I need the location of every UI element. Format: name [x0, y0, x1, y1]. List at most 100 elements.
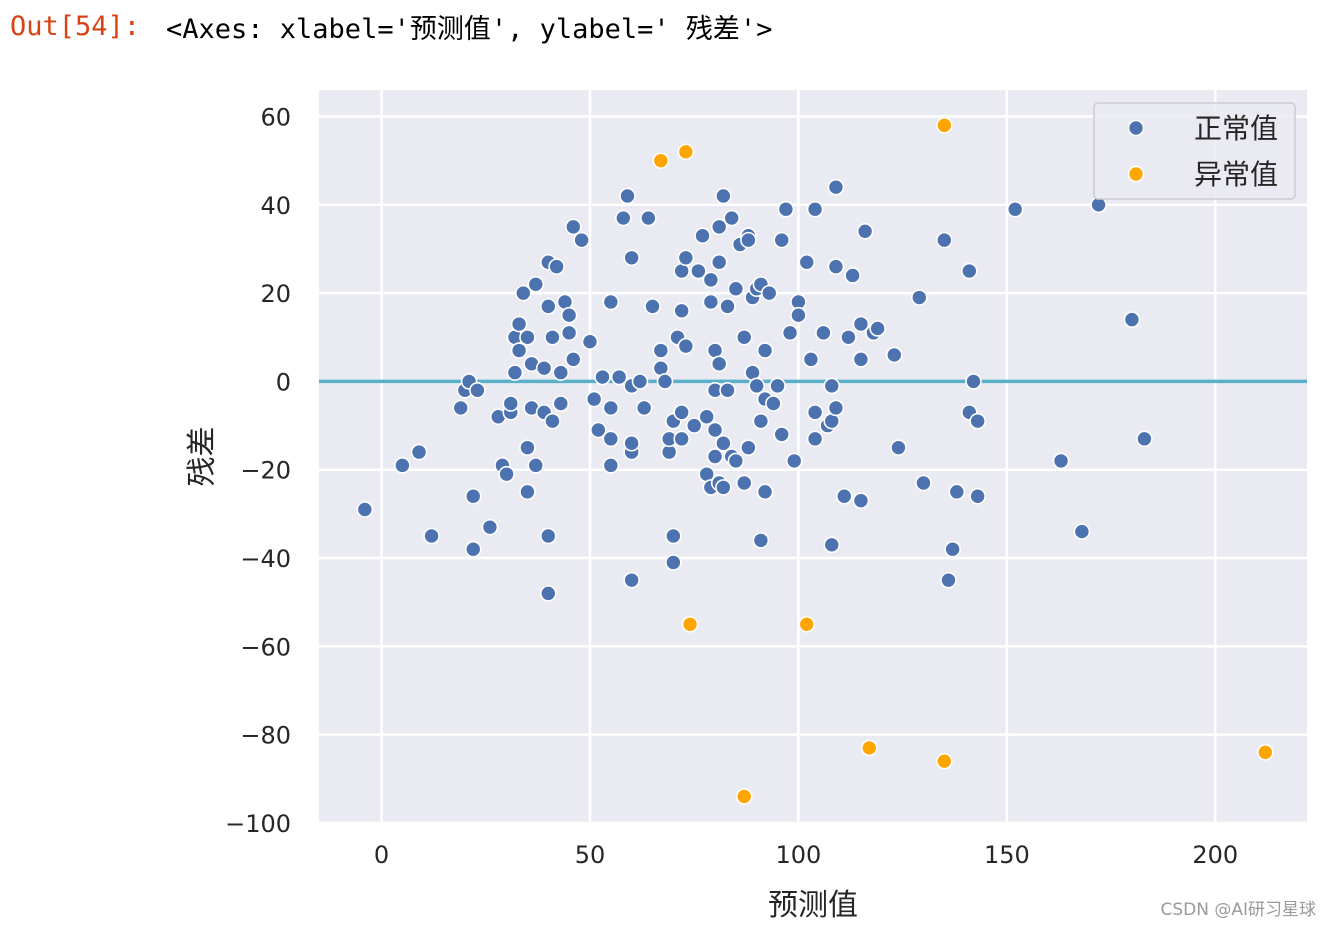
- normal-point: [840, 328, 857, 346]
- normal-point: [498, 465, 515, 483]
- normal-point: [710, 253, 728, 271]
- normal-point: [602, 430, 620, 448]
- normal-point: [890, 439, 907, 456]
- normal-point: [777, 200, 795, 218]
- plot-area: [319, 90, 1307, 823]
- outlier-points: [652, 117, 1274, 805]
- normal-point: [748, 377, 766, 395]
- output-prompt: Out[54]:: [10, 10, 141, 42]
- normal-point: [640, 209, 657, 227]
- normal-point: [740, 231, 757, 249]
- normal-point: [464, 540, 482, 558]
- normal-point: [665, 527, 682, 545]
- normal-point: [885, 346, 903, 364]
- watermark: CSDN @AI研习星球: [1160, 900, 1316, 920]
- normal-point: [760, 284, 778, 302]
- outlier-point: [1257, 744, 1274, 761]
- normal-point: [1136, 430, 1153, 448]
- normal-point: [469, 381, 486, 399]
- normal-point: [773, 426, 791, 443]
- y-tick-label: 0: [276, 368, 291, 396]
- y-axis-label: 残差: [185, 427, 220, 487]
- normal-point: [823, 536, 841, 554]
- output-repr: <Axes: xlabel='预测值', ylabel=' 残差'>: [166, 13, 773, 45]
- outlier-point: [936, 752, 953, 770]
- normal-point: [852, 351, 870, 368]
- normal-point: [702, 293, 720, 311]
- normal-point: [806, 404, 824, 421]
- normal-point: [665, 554, 682, 571]
- normal-point: [961, 262, 978, 280]
- normal-point: [623, 249, 640, 267]
- y-tick-label: 40: [260, 192, 291, 220]
- outlier-point: [681, 615, 699, 633]
- y-grid-lines: [319, 115, 1307, 825]
- normal-point: [965, 373, 982, 390]
- normal-point: [735, 474, 753, 492]
- x-tick-label: 200: [1192, 841, 1238, 869]
- outlier-point: [798, 615, 816, 633]
- normal-point: [852, 315, 870, 333]
- normal-point: [706, 448, 724, 465]
- outlier-point: [860, 739, 878, 757]
- normal-point: [677, 249, 695, 267]
- normal-point: [773, 231, 791, 249]
- normal-point: [581, 333, 599, 350]
- normal-point: [944, 540, 961, 558]
- normal-point: [539, 527, 557, 545]
- y-tick-labels: 60 40 20 0 −20 −40 −60 −80 −100: [225, 103, 291, 838]
- legend-marker: [1127, 119, 1145, 137]
- normal-point: [802, 351, 820, 368]
- normal-point: [602, 293, 620, 311]
- normal-point: [644, 298, 661, 315]
- normal-point: [1073, 523, 1091, 540]
- normal-point: [869, 320, 886, 337]
- normal-points: [356, 178, 1153, 602]
- normal-point: [690, 262, 707, 280]
- legend-label: 异常值: [1194, 158, 1278, 191]
- normal-point: [552, 395, 570, 412]
- normal-point: [510, 315, 528, 333]
- normal-point: [827, 258, 845, 275]
- normal-point: [815, 324, 832, 342]
- normal-point: [1006, 200, 1024, 218]
- x-tick-label: 150: [984, 841, 1030, 869]
- normal-point: [806, 430, 824, 448]
- y-tick-label: −100: [225, 810, 291, 838]
- normal-point: [481, 518, 499, 536]
- normal-point: [715, 434, 732, 452]
- normal-point: [544, 328, 561, 346]
- normal-point: [827, 178, 845, 196]
- normal-point: [735, 328, 753, 346]
- normal-point: [539, 585, 557, 602]
- normal-point: [915, 474, 932, 492]
- normal-point: [464, 487, 482, 505]
- normal-point: [585, 390, 603, 408]
- normal-point: [519, 439, 536, 456]
- normal-point: [706, 421, 724, 439]
- normal-point: [785, 452, 803, 470]
- normal-point: [856, 223, 874, 240]
- y-tick-label: 60: [260, 103, 291, 131]
- normal-point: [552, 364, 570, 381]
- normal-point: [560, 324, 578, 342]
- normal-point: [719, 381, 736, 399]
- normal-point: [1123, 311, 1141, 328]
- normal-point: [702, 271, 720, 289]
- normal-point: [727, 280, 745, 298]
- output-cell-line: Out[54]: <Axes: xlabel='预测值', ylabel=' 残…: [10, 8, 773, 45]
- normal-point: [752, 412, 770, 430]
- normal-point: [519, 328, 536, 346]
- normal-point: [590, 421, 607, 439]
- normal-point: [673, 302, 690, 320]
- normal-point: [781, 324, 799, 342]
- legend-marker: [1127, 165, 1145, 183]
- normal-point: [673, 404, 690, 421]
- normal-point: [936, 231, 953, 249]
- normal-point: [548, 258, 565, 275]
- outlier-point: [677, 143, 695, 161]
- y-tick-label: −80: [240, 722, 291, 750]
- normal-point: [539, 298, 557, 315]
